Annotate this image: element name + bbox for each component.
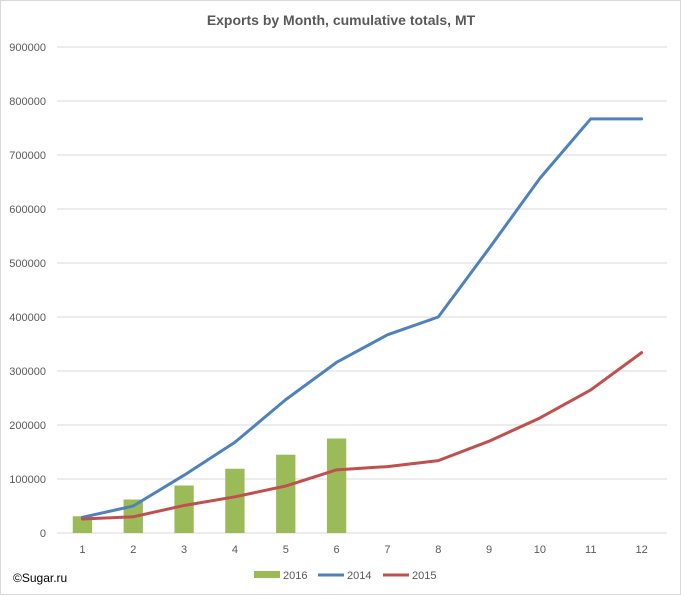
x-tick-label: 11 [585,544,596,556]
x-axis-tick-labels: 1 2 3 4 5 6 7 8 9 10 11 12 [79,544,647,556]
y-axis-tick-labels: 0 100000 200000 300000 400000 500000 600000 700… [9,42,46,540]
bar-2016-3 [174,485,194,533]
legend: 2016 2014 2015 [254,570,436,582]
legend-item-2014: 2014 [318,570,371,582]
bar-2016-5 [276,454,296,533]
legend-label: 2015 [412,570,436,582]
y-tick-label: 200000 [9,420,46,432]
y-tick-label: 400000 [9,312,46,324]
line-2014 [80,117,644,519]
y-tick-label: 900000 [9,42,46,54]
gridlines [57,46,667,534]
x-tick-label: 1 [79,544,85,556]
x-tick-label: 7 [384,544,390,556]
legend-item-2015: 2015 [383,570,436,582]
line-2015 [80,351,644,521]
y-tick-label: 700000 [9,150,46,162]
y-tick-label: 500000 [9,258,46,270]
y-tick-label: 600000 [9,204,46,216]
bar-2016-4 [225,468,245,533]
y-tick-label: 0 [40,528,46,540]
line-series [80,117,644,521]
source-credit: ©Sugar.ru [13,571,67,585]
chart-title: Exports by Month, cumulative totals, MT [207,12,476,28]
x-tick-label: 8 [435,544,441,556]
x-tick-label: 2 [130,544,136,556]
bar-2016-1 [72,516,93,533]
x-tick-label: 5 [283,544,289,556]
bar-series [72,438,347,533]
bar-2016-6 [326,438,347,533]
x-tick-label: 12 [635,544,647,556]
legend-label: 2016 [283,570,307,582]
x-tick-label: 4 [232,544,238,556]
legend-item-2016: 2016 [254,570,307,582]
legend-label: 2014 [347,570,371,582]
y-tick-label: 100000 [9,474,46,486]
y-tick-label: 800000 [9,96,46,108]
y-tick-label: 300000 [9,366,46,378]
x-tick-label: 9 [486,544,492,556]
x-tick-label: 10 [534,544,546,556]
x-tick-label: 6 [334,544,340,556]
x-tick-label: 3 [181,544,187,556]
legend-swatch [254,571,280,578]
